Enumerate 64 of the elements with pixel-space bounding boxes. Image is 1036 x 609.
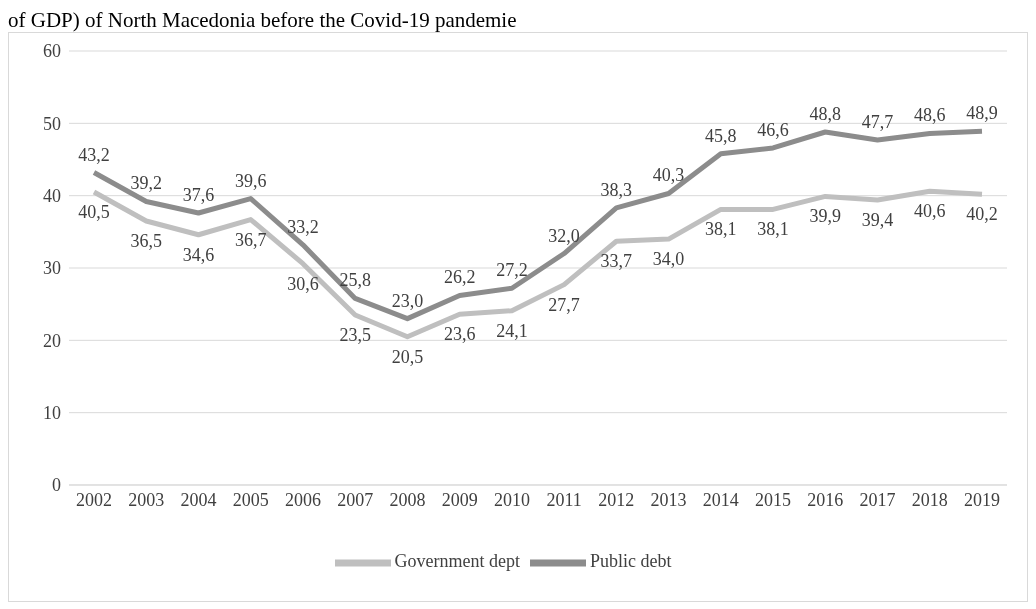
data-label: 30,6 (287, 273, 319, 294)
data-label: 23,0 (391, 290, 424, 311)
data-label: 38,1 (757, 219, 789, 240)
data-label: 20,5 (391, 346, 424, 367)
x-tick-label: 2006 (284, 489, 321, 510)
y-tick-label: 30 (43, 258, 61, 279)
data-label: 33,2 (287, 216, 319, 237)
chart-title: of GDP) of North Macedonia before the Covid-19 pandemie (8, 8, 518, 32)
data-label: 48,6 (914, 105, 946, 126)
data-label: 48,9 (966, 103, 998, 124)
x-tick-label: 2007 (337, 489, 374, 510)
x-tick-label: 2013 (650, 489, 687, 510)
data-label: 36,7 (234, 229, 267, 250)
x-tick-label: 2003 (128, 489, 165, 510)
x-tick-label: 2009 (441, 489, 478, 510)
data-label: 39,9 (809, 206, 842, 227)
data-label: 47,7 (861, 111, 894, 132)
data-label: 32,0 (548, 225, 580, 246)
x-tick-label: 2005 (232, 489, 269, 510)
x-tick-label: 2019 (964, 489, 1000, 510)
data-label: 34,0 (652, 249, 685, 270)
x-tick-label: 2004 (180, 489, 217, 510)
data-label: 40,6 (914, 201, 946, 222)
x-tick-label: 2011 (546, 489, 582, 510)
legend-label: Government dept (394, 551, 520, 572)
y-tick-label: 60 (43, 41, 61, 62)
x-tick-label: 2017 (859, 489, 896, 510)
data-label: 43,2 (78, 144, 110, 165)
data-label: 39,4 (861, 210, 894, 231)
data-label: 39,6 (234, 170, 267, 191)
data-label: 33,7 (600, 251, 633, 272)
x-tick-label: 2008 (389, 489, 426, 510)
x-tick-label: 2002 (76, 489, 112, 510)
data-label: 24,1 (496, 320, 528, 341)
y-tick-label: 50 (43, 113, 61, 134)
data-label: 23,6 (443, 324, 476, 345)
y-tick-label: 40 (43, 186, 61, 207)
data-label: 39,2 (130, 173, 162, 194)
data-label: 38,3 (600, 179, 633, 200)
x-tick-label: 2018 (911, 489, 948, 510)
x-tick-label: 2016 (807, 489, 844, 510)
data-label: 48,8 (809, 104, 842, 125)
data-label: 34,6 (182, 244, 215, 265)
x-tick-label: 2015 (755, 489, 792, 510)
data-label: 40,2 (966, 204, 998, 225)
data-label: 25,8 (339, 270, 371, 291)
y-tick-label: 0 (52, 475, 61, 496)
data-label: 40,3 (652, 165, 685, 186)
y-tick-label: 10 (43, 403, 61, 424)
data-label: 27,2 (496, 260, 528, 281)
data-label: 38,1 (705, 219, 737, 240)
data-label: 27,7 (548, 294, 580, 315)
legend-label: Public debt (589, 551, 672, 572)
x-tick-label: 2012 (598, 489, 635, 510)
data-label: 46,6 (757, 119, 789, 140)
data-label: 23,5 (339, 325, 371, 346)
data-label: 26,2 (443, 267, 476, 288)
x-tick-label: 2010 (493, 489, 530, 510)
x-tick-label: 2014 (702, 489, 739, 510)
data-label: 37,6 (182, 185, 215, 206)
y-tick-label: 20 (43, 330, 61, 351)
data-label: 45,8 (705, 125, 737, 146)
data-label: 40,5 (78, 202, 110, 223)
data-label: 36,5 (130, 230, 162, 251)
